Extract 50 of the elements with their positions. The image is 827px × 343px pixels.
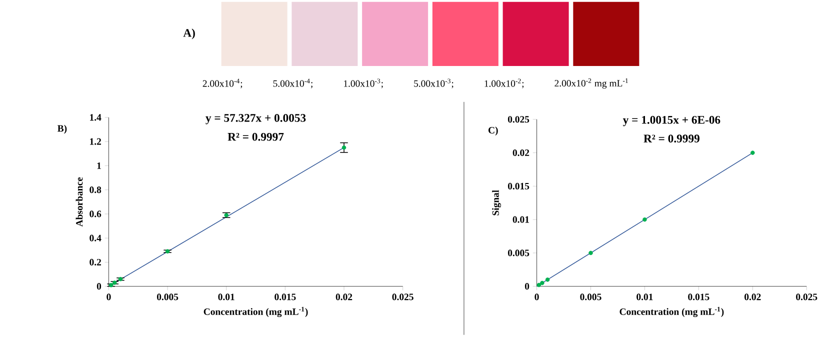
point	[540, 281, 544, 286]
x-tick-label: 0.015	[688, 294, 710, 300]
point	[342, 146, 346, 150]
y-tick-label: 0.4	[90, 234, 102, 242]
x-tick-label: 0.005	[580, 294, 602, 300]
y-tick-label: 0.015	[508, 183, 530, 190]
y-tick-label: 0.01	[512, 216, 529, 224]
annotation: R² = 0.9999	[644, 134, 700, 143]
y-axis-title: Absorbance	[76, 178, 83, 227]
y-axis-title: Signal	[492, 190, 501, 216]
x-tick-label: 0.025	[796, 294, 818, 300]
text: 5.00x10$^{-4}$;	[273, 78, 312, 88]
x-tick-label: 0.015	[274, 294, 296, 300]
text: 2.00x10$^{-4}$;	[202, 78, 242, 88]
point	[642, 218, 647, 222]
x-tick-label: 0.02	[744, 294, 761, 300]
text: C)	[488, 126, 498, 136]
y-tick-label: 0.02	[512, 150, 530, 156]
annotation: y = 57.327x + 0.0053	[206, 114, 306, 124]
y-tick-label: 0	[96, 283, 102, 290]
x-tick-label: 0	[106, 294, 111, 300]
point	[588, 250, 593, 256]
text: 2.00x10$^{-2}$ mg mL$^{-1}$	[554, 78, 628, 89]
y-tick-label: 1	[97, 162, 101, 170]
text: 1.00x10$^{-2}$;	[484, 78, 524, 88]
y-tick-label: 0.8	[90, 186, 102, 194]
y-tick-label: 1.2	[90, 138, 102, 146]
annotation: R² = 0.9997	[228, 133, 284, 142]
text: B)	[58, 125, 67, 134]
x-tick-label: 0.005	[156, 294, 178, 300]
x-tick-label: 0.025	[392, 294, 414, 300]
annotation: y = 1.0015x + 6E-06	[622, 116, 720, 126]
x-axis-title: Concentration (mg mL$^{-1}$)	[620, 307, 724, 318]
y-tick-label: 0.2	[90, 259, 102, 266]
point	[545, 278, 550, 282]
x-tick-label: 0.02	[336, 294, 352, 300]
text: A)	[183, 28, 195, 40]
point	[750, 150, 755, 156]
x-tick-label: 0.01	[218, 294, 234, 300]
y-tick-label: 0	[524, 283, 530, 290]
x-tick-label: 0	[534, 294, 539, 300]
text: 1.00x10$^{-3}$;	[344, 78, 383, 88]
point	[536, 283, 542, 288]
x-axis-title: Concentration (mg mL$^{-1}$)	[204, 307, 308, 318]
y-tick-label: 1.4	[90, 114, 102, 121]
y-tick-label: 0.6	[90, 210, 102, 218]
y-tick-label: 0.025	[508, 116, 530, 123]
y-tick-label: 0.005	[508, 250, 530, 256]
text: 5.00x10$^{-3}$;	[414, 78, 454, 88]
x-tick-label: 0.01	[636, 294, 653, 300]
